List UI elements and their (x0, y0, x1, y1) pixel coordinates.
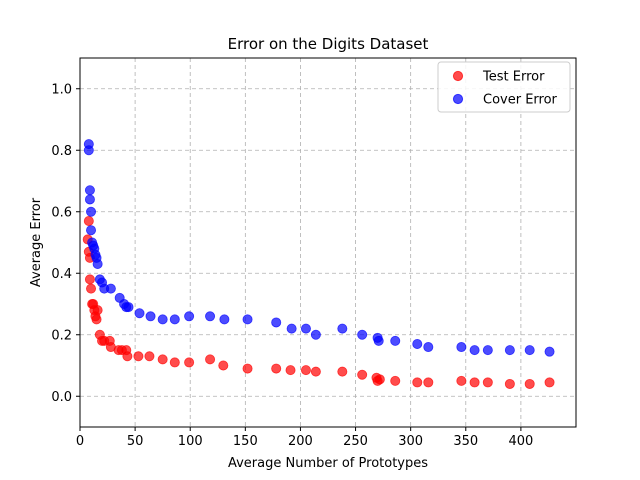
chart-title: Error on the Digits Dataset (228, 35, 429, 53)
test-error-point (456, 375, 467, 386)
cover-error-point (83, 139, 94, 150)
test-error-point (300, 365, 311, 376)
test-error-point (544, 377, 555, 388)
legend-label: Test Error (482, 70, 545, 85)
legend-marker (452, 93, 464, 105)
x-tick-label: 200 (288, 434, 313, 449)
x-tick-label: 100 (178, 434, 203, 449)
test-error-point (218, 360, 229, 371)
x-tick-label: 0 (76, 434, 84, 449)
test-error-point (86, 283, 97, 294)
test-error-point (271, 363, 282, 374)
cover-error-point (337, 323, 348, 334)
y-tick-label: 0.2 (51, 328, 72, 343)
test-error-point (310, 366, 321, 377)
plot-frame (79, 57, 577, 428)
legend: Test Error Cover Error (437, 61, 571, 113)
cover-error-point (504, 345, 515, 356)
test-error-point (504, 378, 515, 389)
legend-marker (452, 70, 464, 82)
x-tick-label: 400 (508, 434, 533, 449)
x-tick-label: 50 (127, 434, 144, 449)
cover-error-point (423, 342, 434, 353)
cover-error-point (184, 311, 195, 322)
cover-error-point (105, 283, 116, 294)
cover-error-point (456, 342, 467, 353)
test-error-point (357, 369, 368, 380)
test-error-point (91, 314, 102, 325)
test-error-point (84, 274, 95, 285)
series-cover-error (83, 139, 555, 357)
test-error-point (184, 357, 195, 368)
legend-box (437, 61, 571, 113)
y-tick-label: 0.0 (51, 390, 72, 405)
cover-error-point (134, 308, 145, 319)
cover-error-point (524, 345, 535, 356)
test-error-point (524, 378, 535, 389)
test-error-point (374, 374, 385, 385)
x-axis-label: Average Number of Prototypes (228, 456, 428, 471)
cover-error-point (157, 314, 168, 325)
test-error-point (83, 215, 94, 226)
cover-error-point (482, 345, 493, 356)
cover-error-point (544, 346, 555, 357)
x-tick-label: 300 (398, 434, 423, 449)
test-error-point (133, 351, 144, 362)
test-error-point (92, 305, 103, 316)
test-error-point (412, 377, 423, 388)
test-error-point (157, 354, 168, 365)
cover-error-point (205, 311, 216, 322)
y-tick-label: 0.4 (51, 267, 72, 282)
x-tick-label: 350 (453, 434, 478, 449)
test-error-point (482, 377, 493, 388)
test-error-point (169, 357, 180, 368)
cover-error-point (145, 311, 156, 322)
cover-error-point (84, 194, 95, 205)
cover-error-point (373, 335, 384, 346)
plot-area (80, 58, 576, 427)
x-tick-label: 150 (233, 434, 258, 449)
y-tick-label: 0.8 (51, 144, 72, 159)
test-error-point (337, 366, 348, 377)
cover-error-point (271, 317, 282, 328)
test-error-point (469, 377, 480, 388)
series-layer (82, 139, 555, 389)
cover-error-point (469, 345, 480, 356)
legend-label: Cover Error (483, 93, 558, 108)
cover-error-point (84, 185, 95, 196)
test-error-point (144, 351, 155, 362)
cover-error-point (242, 314, 253, 325)
y-axis-label: Average Error (29, 197, 44, 287)
cover-error-point (86, 225, 97, 236)
cover-error-point (86, 206, 97, 217)
test-error-point (423, 377, 434, 388)
cover-error-point (92, 259, 103, 270)
series-test-error (82, 215, 555, 389)
test-error-point (390, 375, 401, 386)
cover-error-point (300, 323, 311, 334)
test-error-point (285, 365, 296, 376)
y-tick-label: 0.6 (51, 205, 72, 220)
test-error-point (122, 351, 133, 362)
cover-error-point (357, 329, 368, 340)
cover-error-point (310, 329, 321, 340)
cover-error-point (390, 335, 401, 346)
ticks: 0 50 100 150 200 250 300 350 400 0.0 0.2 0.4 0.6 0.8 1… (51, 82, 533, 449)
y-tick-label: 1.0 (51, 82, 72, 97)
test-error-point (242, 363, 253, 374)
test-error-point (205, 354, 216, 365)
cover-error-point (219, 314, 230, 325)
cover-error-point (123, 302, 134, 313)
cover-error-point (286, 323, 297, 334)
x-tick-label: 250 (343, 434, 368, 449)
cover-error-point (412, 338, 423, 349)
cover-error-point (169, 314, 180, 325)
